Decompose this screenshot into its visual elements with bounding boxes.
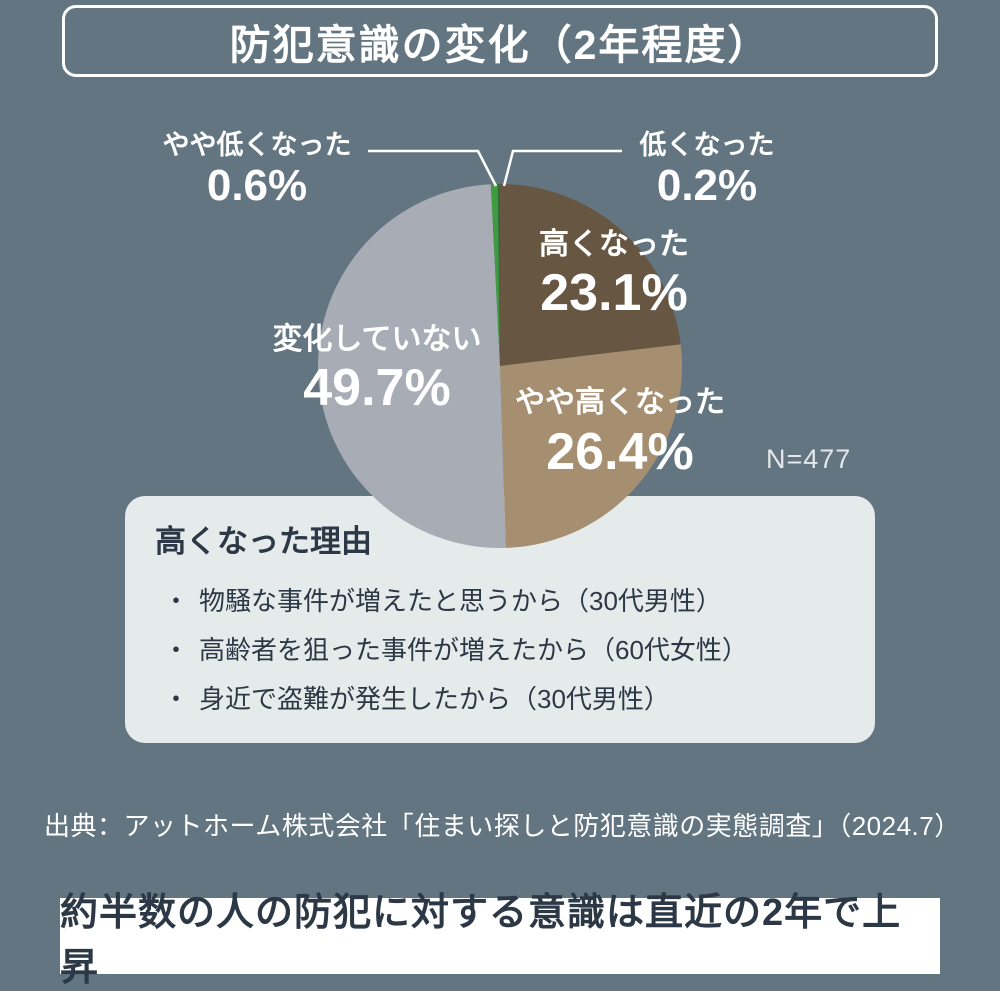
conclusion-banner: 約半数の人の防犯に対する意識は直近の2年で上昇 bbox=[60, 892, 940, 989]
reason-text: 身近で盗難が発生したから（30代男性） bbox=[199, 683, 670, 714]
reason-item: ・ 物騒な事件が増えたと思うから（30代男性） bbox=[163, 586, 845, 617]
slice-value: 0.2% bbox=[656, 161, 758, 211]
callout-takaku: 高くなった 23.1% bbox=[454, 228, 774, 320]
pie-slice-1 bbox=[500, 344, 682, 548]
pie-chart bbox=[318, 184, 682, 548]
slice-label: やや高くなった bbox=[515, 386, 725, 419]
pie-slice-0 bbox=[500, 184, 681, 366]
callout-hikuku: 低くなった 0.2% bbox=[547, 130, 867, 209]
slice-label: 変化していない bbox=[272, 323, 482, 356]
page-title: 防犯意識の変化（2年程度） bbox=[229, 22, 771, 68]
pie-slice-4 bbox=[497, 184, 500, 366]
callout-yaya-takaku: やや高くなった 26.4% bbox=[460, 386, 780, 479]
callout-yaya-hikuku: やや低くなった 0.6% bbox=[97, 130, 417, 209]
bullet-glyph: ・ bbox=[163, 586, 190, 616]
slice-label: 高くなった bbox=[539, 228, 689, 261]
slice-label: 低くなった bbox=[639, 130, 775, 160]
slice-label: やや低くなった bbox=[162, 130, 352, 160]
sample-size-label: N=477 bbox=[766, 444, 852, 474]
reason-text: 高齢者を狙った事件が増えたから（60代女性） bbox=[199, 634, 748, 665]
conclusion-text: 約半数の人の防犯に対する意識は直近の2年で上昇 bbox=[60, 892, 902, 989]
bullet-glyph: ・ bbox=[163, 683, 190, 714]
title-box: 防犯意識の変化（2年程度） bbox=[62, 5, 938, 77]
slice-value: 23.1% bbox=[540, 263, 688, 322]
reason-item: ・ 身近で盗難が発生したから（30代男性） bbox=[163, 683, 845, 715]
slice-value: 49.7% bbox=[303, 358, 451, 417]
slice-value: 26.4% bbox=[546, 422, 694, 481]
callout-henka: 変化していない 49.7% bbox=[217, 323, 537, 415]
reasons-heading: 高くなった理由 bbox=[155, 524, 372, 559]
reason-text: 物騒な事件が増えたと思うから（30代男性） bbox=[199, 586, 722, 616]
slice-value: 0.6% bbox=[206, 161, 308, 211]
source-citation: 出典：アットホーム株式会社「住まい探しと防犯意識の実態調査」（2024.7） bbox=[44, 811, 961, 841]
pie-slice-3 bbox=[490, 184, 500, 366]
pie-slice-2 bbox=[318, 184, 506, 548]
bullet-glyph: ・ bbox=[163, 634, 190, 665]
reasons-list: ・ 物騒な事件が増えたと思うから（30代男性） ・ 高齢者を狙った事件が増えたか… bbox=[163, 586, 845, 715]
reason-item: ・ 高齢者を狙った事件が増えたから（60代女性） bbox=[163, 634, 845, 666]
